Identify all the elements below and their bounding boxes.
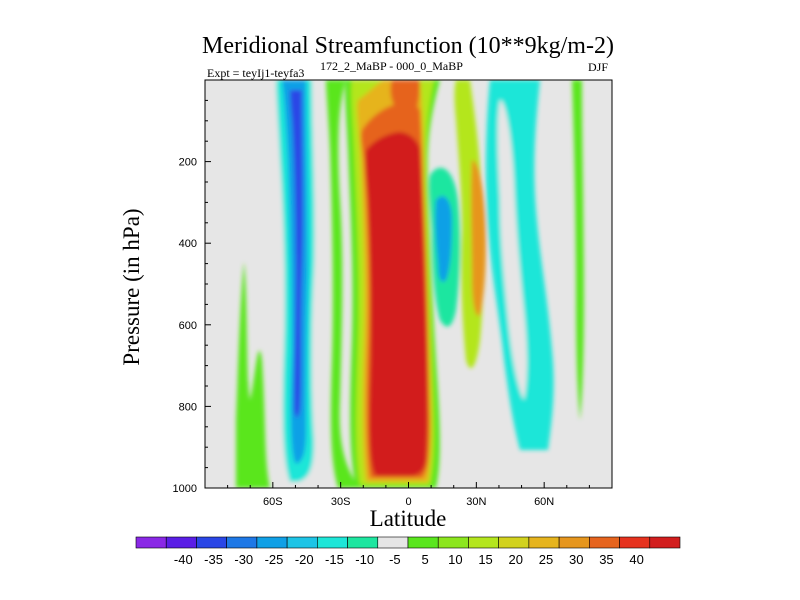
colorbar-label: 25: [539, 552, 553, 567]
colorbar-label: -40: [174, 552, 193, 567]
colorbar-label: 10: [448, 552, 462, 567]
colorbar-swatch: [528, 536, 560, 549]
colorbar-label: -20: [295, 552, 314, 567]
colorbar: -40 -35 -30 -25 -20 -15 -10 -5 5 10 15 20 25 30 35 40: [135, 536, 681, 567]
colorbar-swatch: [317, 536, 348, 549]
colorbar-swatch: [347, 536, 379, 549]
contour-fill: [236, 80, 584, 488]
contour-patch-s-highlat: [236, 262, 270, 488]
contour-sml-l4: [290, 90, 303, 418]
colorbar-swatch: [286, 536, 318, 549]
x-tick-label: 60S: [263, 496, 283, 508]
y-tick-label: 400: [179, 238, 197, 250]
y-axis-label: Pressure (in hPa): [119, 208, 144, 365]
colorbar-label: 40: [629, 552, 643, 567]
contour-nsub-pos2: [471, 160, 486, 316]
x-tick-label: 30S: [331, 496, 351, 508]
contour-nml-2: [497, 100, 527, 400]
colorbar-swatch: [196, 536, 227, 549]
colorbar-swatch: [226, 536, 258, 549]
colorbar-swatch: [589, 536, 620, 549]
colorbar-label: -25: [265, 552, 284, 567]
colorbar-swatch: [377, 536, 409, 549]
colorbar-label: 5: [421, 552, 428, 567]
y-tick-label: 1000: [173, 483, 197, 495]
colorbar-swatch: [135, 536, 167, 549]
contour-n-highlat: [572, 80, 584, 420]
x-axis-label: Latitude: [370, 506, 447, 531]
x-tick-label: 0: [405, 496, 411, 508]
experiment-detail: 172_2_MaBP - 000_0_MaBP: [320, 59, 463, 73]
contour-nsub-neg2: [435, 196, 452, 282]
colorbar-label: -5: [389, 552, 401, 567]
colorbar-label: -10: [355, 552, 374, 567]
colorbar-swatch: [619, 536, 651, 549]
x-tick-label: 60N: [534, 496, 554, 508]
season-label: DJF: [588, 60, 608, 74]
colorbar-label: -30: [234, 552, 253, 567]
y-axis-ticks: 200 400 600 800 1000: [173, 99, 211, 495]
colorbar-swatch: [437, 536, 469, 549]
colorbar-swatch: [558, 536, 590, 549]
colorbar-swatch: [468, 536, 499, 549]
y-tick-label: 600: [179, 320, 197, 332]
x-tick-label: 30N: [466, 496, 486, 508]
colorbar-swatch: [498, 536, 530, 549]
experiment-label: Expt = teyIj1-teyfa3: [207, 66, 304, 80]
chart-title: Meridional Streamfunction (10**9kg/m-2): [202, 33, 614, 59]
colorbar-swatch: [165, 536, 197, 549]
y-tick-label: 200: [179, 157, 197, 169]
colorbar-label: 30: [569, 552, 583, 567]
colorbar-swatch: [649, 536, 681, 549]
colorbar-swatch: [256, 536, 288, 549]
colorbar-label: 15: [478, 552, 492, 567]
colorbar-label: -35: [204, 552, 223, 567]
contour-trop-cap: [390, 80, 420, 120]
colorbar-swatch: [407, 536, 439, 549]
colorbar-label: -15: [325, 552, 344, 567]
contour-trop-l5: [365, 132, 428, 476]
colorbar-label: 35: [599, 552, 613, 567]
y-tick-label: 800: [179, 401, 197, 413]
colorbar-label: 20: [509, 552, 523, 567]
contour-s-outer: [326, 80, 360, 488]
x-axis-ticks: 60S 30S 0 30N 60N: [227, 482, 590, 508]
